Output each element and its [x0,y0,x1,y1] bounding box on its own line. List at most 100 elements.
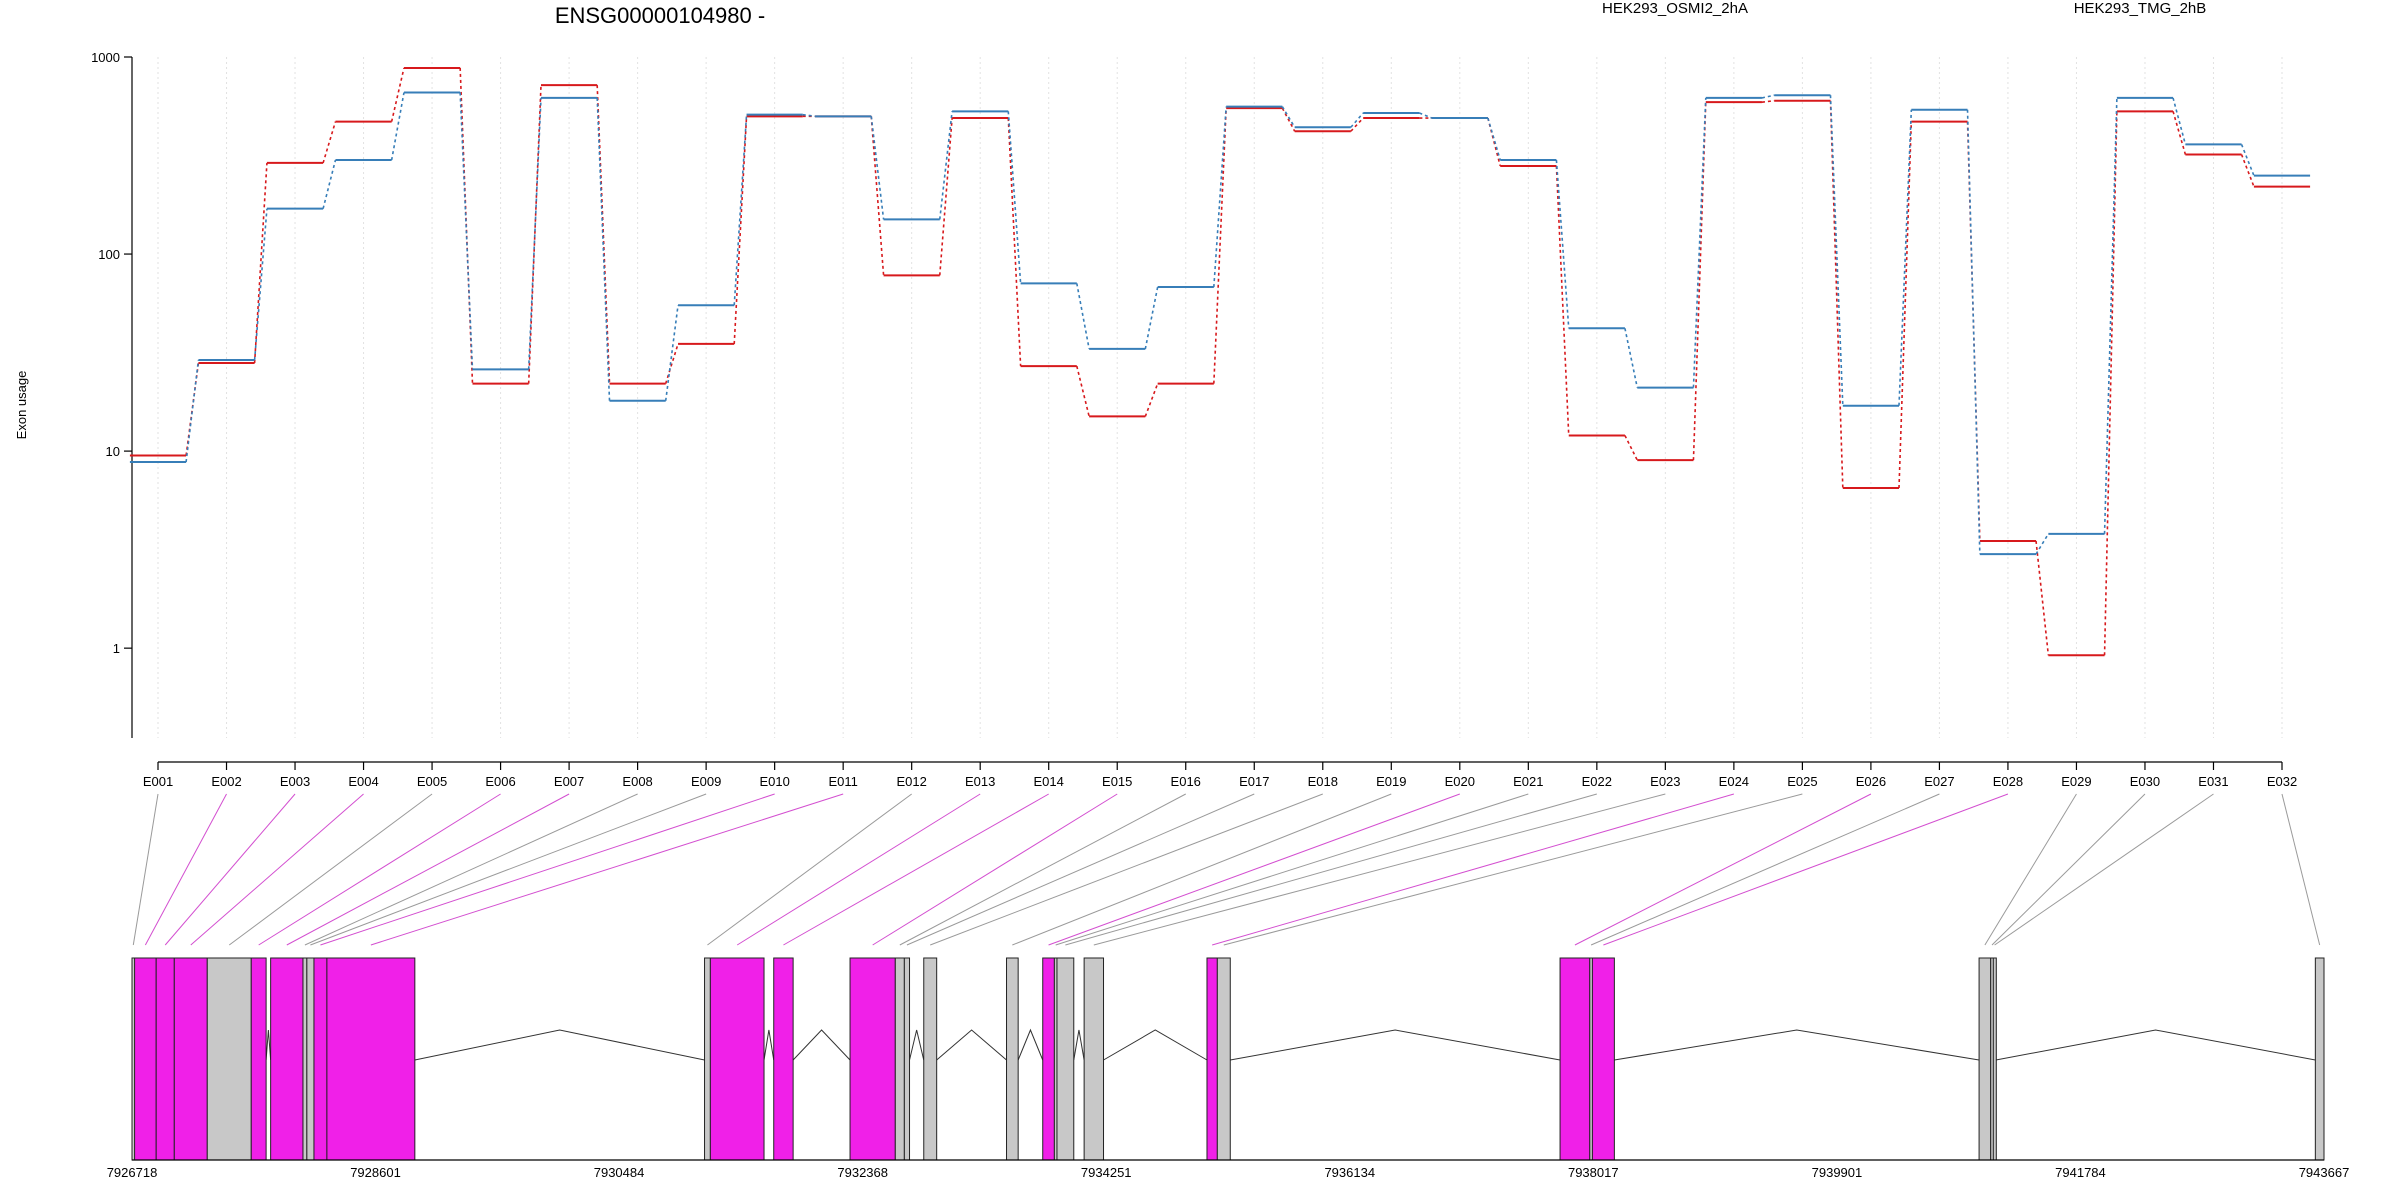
intron-e014 [792,1029,851,1061]
x-tick-label-e027: E027 [1924,774,1954,789]
series-1-connector [1829,95,1844,406]
series-0-connector [1829,100,1844,488]
x-tick-label-e001: E001 [143,774,173,789]
series-0-connector [2035,540,2050,656]
series-0-connector [2240,154,2255,187]
x-tick-label-e010: E010 [759,774,789,789]
series-1-connector [802,113,816,118]
intron-e023 [1103,1029,1208,1061]
exon-block-e007 [270,957,304,1161]
exon-connector-lines [132,793,2321,946]
connector-e016 [899,793,1186,946]
intron-e028 [1614,1029,1980,1061]
connector-e008 [304,793,638,946]
series-1-connector [253,208,268,361]
series-0-connector [1898,121,1913,488]
intron-e019 [1017,1028,1044,1061]
connector-e030 [1991,793,2146,946]
connector-e015 [872,793,1118,946]
series-1-connector [1007,111,1022,284]
intron-e006 [265,1029,272,1061]
exon-block-e029 [1978,957,1992,1161]
series-1-connector [733,114,748,306]
x-tick-label-e006: E006 [485,774,515,789]
x-tick-label-e024: E024 [1719,774,1749,789]
vertical-gridlines [157,57,2283,738]
genomic-tick-label: 7938017 [1568,1165,1619,1180]
series-1-connector [2103,97,2118,534]
connector-e031 [1994,793,2214,946]
series-1-connector [1419,112,1433,119]
series-1-connector [1692,97,1707,388]
genomic-tick-label: 7939901 [1812,1165,1863,1180]
series-0-connector [1007,118,1022,367]
series-0-connector [733,116,748,344]
series-1-connector [1076,283,1090,350]
exon-block-e004 [173,957,208,1161]
x-tick-label-e009: E009 [691,774,721,789]
series-1-connector [185,359,200,463]
y-tick-label: 1000 [91,50,120,65]
series-1-connector [1761,94,1775,99]
chart-title: ENSG00000104980 - [555,3,765,28]
y-axis: 1 10 100 1000 [91,50,133,738]
connector-e014 [783,793,1049,946]
exon-block-e002 [134,957,157,1161]
y-axis-label: Exon usage [14,371,29,440]
x-tick-label-e015: E015 [1102,774,1132,789]
series-0-connector [2103,111,2118,656]
connector-e018 [930,793,1323,946]
intron-e013 [763,1029,775,1061]
exon-block-e019 [1006,957,1019,1161]
x-tick-label-e021: E021 [1513,774,1543,789]
x-tick-label-e002: E002 [211,774,241,789]
genomic-tick-label: 7928601 [350,1165,401,1180]
x-tick-label-e003: E003 [280,774,310,789]
exon-block-e026 [1559,957,1591,1161]
x-tick-label-e029: E029 [2061,774,2091,789]
series-1-connector [322,159,337,209]
connector-e001 [132,793,159,946]
series-1-connector [2240,144,2255,176]
connector-e006 [258,793,501,946]
x-tick-label-e008: E008 [622,774,652,789]
x-tick-label-e016: E016 [1171,774,1201,789]
intron-e018 [936,1029,1007,1061]
series-1-connector [2035,533,2050,555]
x-tick-label-e014: E014 [1034,774,1064,789]
legend-entry-osmi2: HEK293_OSMI2_2hA [1602,0,1748,17]
exon-block-e009 [306,957,315,1161]
intron-e031 [1995,1029,2316,1061]
series-lines [129,66,2311,657]
connector-e019 [1012,793,1392,946]
connector-e002 [144,793,227,946]
connector-e017 [906,793,1255,946]
series-0-connector [664,343,679,384]
series-1-connector [2172,97,2187,145]
genomic-tick-label: 7934251 [1081,1165,1132,1180]
x-tick-label-e018: E018 [1308,774,1338,789]
series-0-connector [1555,165,1570,436]
connector-e009 [310,793,707,946]
connector-e011 [370,793,844,946]
connector-e021 [1055,793,1529,946]
x-axis: E001 E002 E003 E004 E005 E006 E007 E008 E009 E010… [143,761,2297,789]
x-tick-label-e026: E026 [1856,774,1886,789]
genomic-tick-label: 7926718 [107,1165,158,1180]
series-0-connector [1692,102,1707,461]
x-tick-label-e028: E028 [1993,774,2023,789]
series-0-connector [1624,435,1638,461]
series-1-connector [1898,109,1913,406]
series-0-connector [870,116,885,276]
series-0-connector [2172,111,2187,155]
connector-e004 [190,793,364,946]
exon-block-e032 [2314,957,2325,1161]
connector-e024 [1212,793,1735,946]
series-1-connector [1213,106,1227,288]
series-1-connector [1281,106,1296,128]
series-0-connector [253,162,268,364]
exon-block-e005 [206,957,252,1161]
y-tick-label: 100 [98,247,120,262]
intron-e025 [1230,1029,1561,1061]
series-0-connector [1761,99,1775,103]
